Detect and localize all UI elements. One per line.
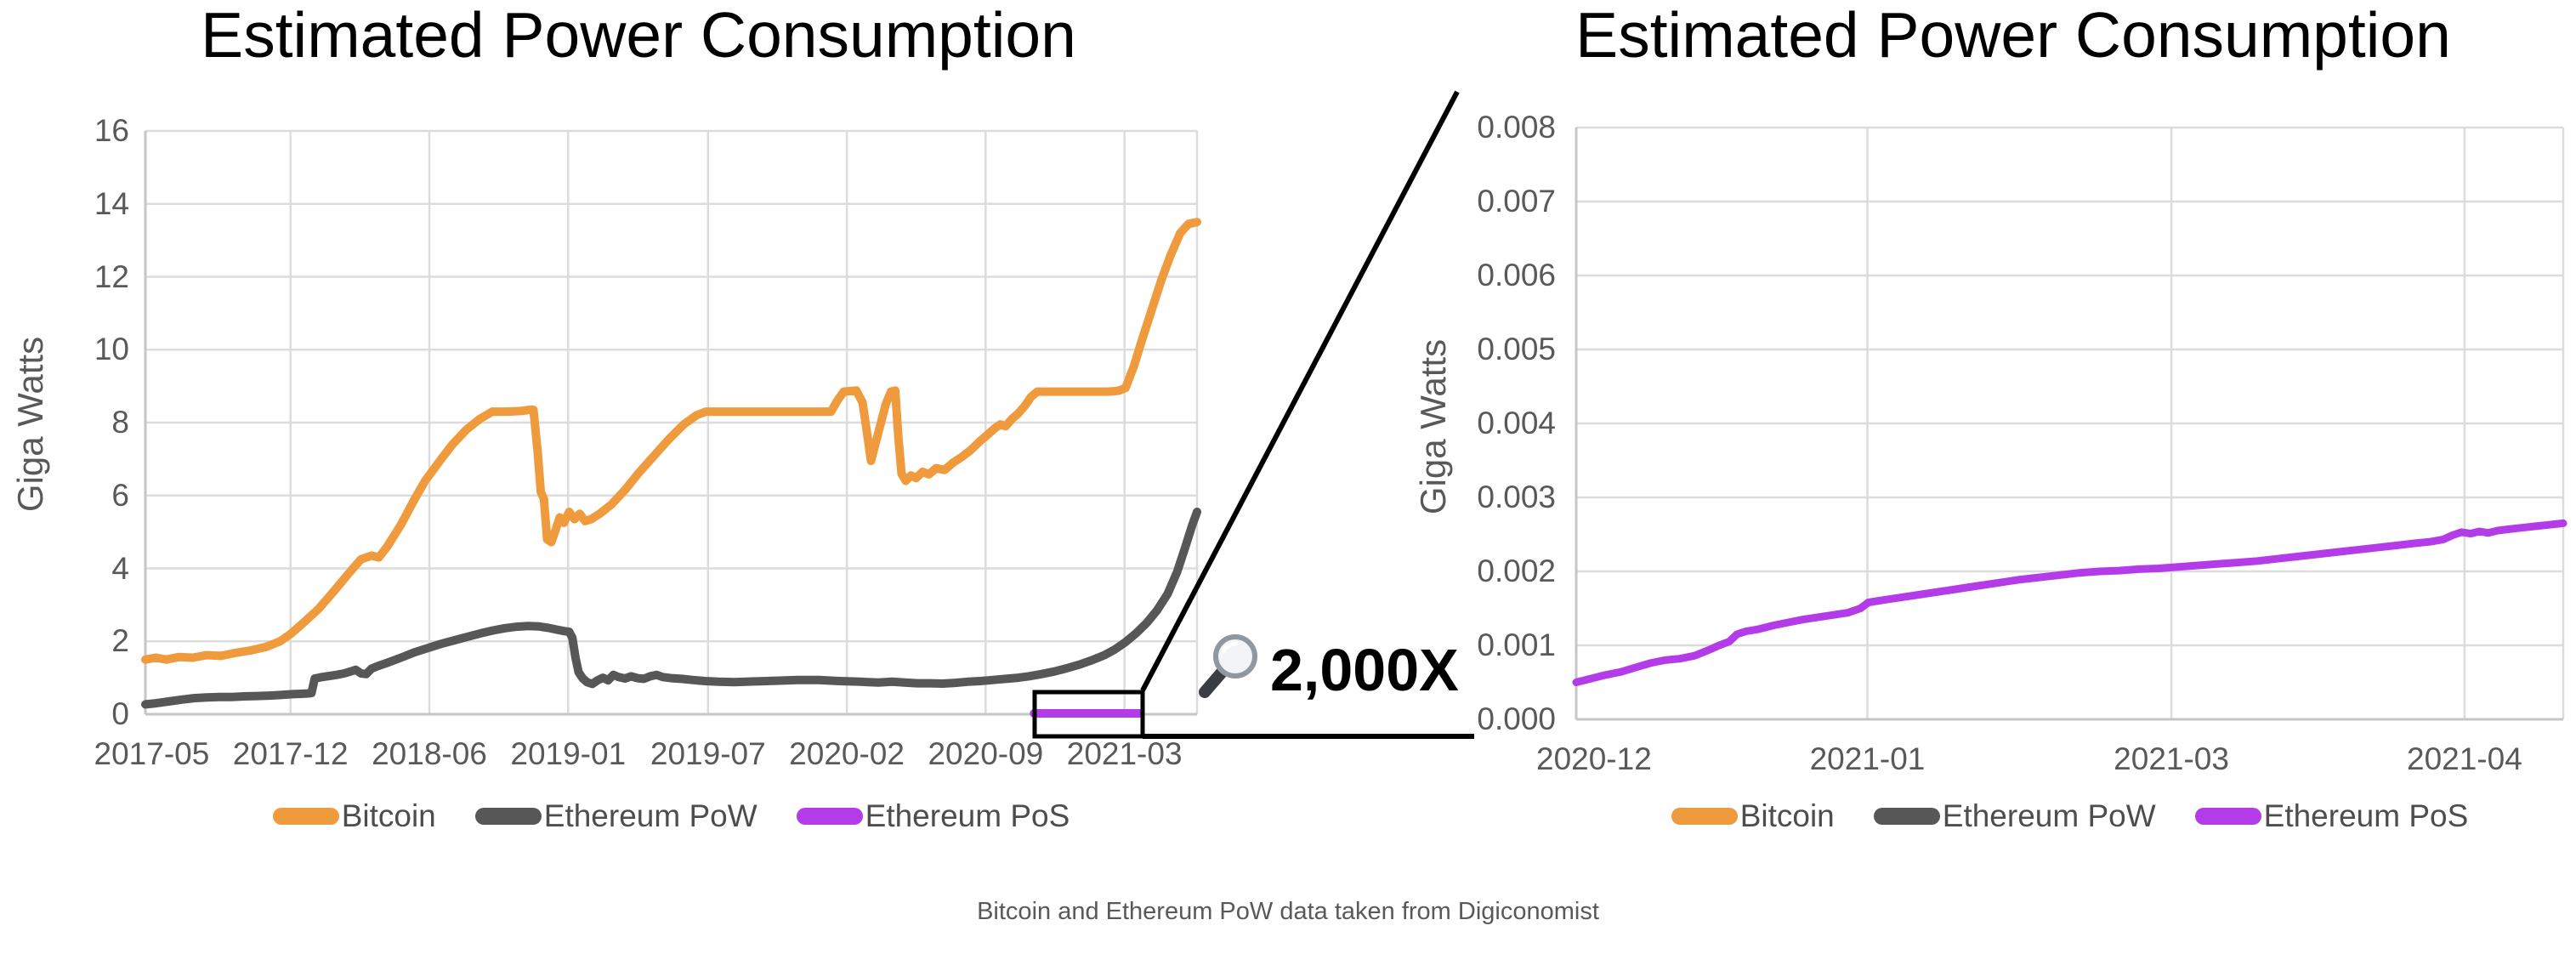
legend-swatch bbox=[796, 808, 863, 825]
y-tick-label: 0.000 bbox=[1477, 701, 1556, 736]
legend-item-ethereum-pow: Ethereum PoW bbox=[1873, 798, 2156, 835]
x-tick-label: 2021-03 bbox=[1066, 736, 1183, 771]
y-tick-label: 10 bbox=[94, 332, 129, 367]
x-tick-label: 2021-04 bbox=[2406, 741, 2522, 776]
legend-item-ethereum-pos: Ethereum PoS bbox=[2194, 798, 2469, 835]
y-tick-label: 0.004 bbox=[1477, 406, 1556, 440]
zoom-factor-label: 2,000X bbox=[1270, 637, 1459, 703]
y-tick-label: 4 bbox=[111, 550, 129, 586]
legend-swatch bbox=[1671, 808, 1738, 825]
legend-swatch bbox=[2194, 808, 2261, 825]
legend-item-bitcoin: Bitcoin bbox=[1671, 798, 1835, 835]
y-tick-label: 12 bbox=[94, 258, 129, 294]
x-tick-label: 2021-01 bbox=[1809, 741, 1926, 776]
legend-label: Ethereum PoS bbox=[2263, 798, 2469, 833]
y-tick-label: 16 bbox=[94, 113, 129, 148]
series-line-ethereum-pos bbox=[1572, 519, 2567, 686]
x-tick-label: 2020-12 bbox=[1535, 741, 1652, 776]
x-tick-label: 2018-06 bbox=[372, 736, 487, 771]
x-tick-label: 2020-02 bbox=[789, 736, 905, 771]
x-tick-label: 2019-07 bbox=[650, 736, 766, 771]
legend-label: Ethereum PoS bbox=[865, 798, 1070, 833]
right-plot-area bbox=[1572, 126, 2567, 721]
y-tick-label: 6 bbox=[111, 477, 129, 513]
legend-item-ethereum-pos: Ethereum PoS bbox=[796, 798, 1070, 835]
y-tick-label: 2 bbox=[111, 623, 129, 659]
y-tick-label: 0.002 bbox=[1477, 554, 1556, 588]
x-tick-label: 2017-05 bbox=[94, 736, 210, 771]
x-tick-label: 2019-01 bbox=[510, 736, 627, 771]
left-chart-title: Estimated Power Consumption bbox=[201, 0, 1076, 71]
y-tick-label: 0.007 bbox=[1477, 184, 1556, 219]
x-tick-label: 2021-03 bbox=[2114, 741, 2229, 776]
y-tick-label: 14 bbox=[94, 185, 129, 221]
legend-swatch bbox=[474, 808, 542, 825]
legend-item-bitcoin: Bitcoin bbox=[272, 798, 436, 835]
y-tick-label: 0.001 bbox=[1477, 627, 1556, 662]
legend-swatch bbox=[1873, 808, 1940, 825]
series-line-ethereum-pow bbox=[141, 508, 1201, 709]
right-chart-title: Estimated Power Consumption bbox=[1575, 0, 2451, 71]
footer-note: Bitcoin and Ethereum PoW data taken from… bbox=[977, 898, 1599, 925]
left-legend: Bitcoin Ethereum PoW Ethereum PoS bbox=[145, 798, 1197, 835]
x-tick-label: 2020-09 bbox=[928, 736, 1044, 771]
series-line-bitcoin bbox=[141, 218, 1201, 664]
x-tick-label: 2017-12 bbox=[232, 736, 349, 771]
y-tick-label: 0.008 bbox=[1477, 110, 1556, 145]
legend-item-ethereum-pow: Ethereum PoW bbox=[474, 798, 757, 835]
y-tick-label: 0.003 bbox=[1477, 480, 1556, 514]
right-legend: Bitcoin Ethereum PoW Ethereum PoS bbox=[1576, 798, 2563, 835]
left-plot-area bbox=[141, 129, 1201, 718]
y-tick-label: 0 bbox=[111, 696, 129, 731]
magnifier-icon bbox=[1199, 634, 1257, 698]
legend-label: Bitcoin bbox=[341, 798, 436, 833]
y-tick-label: 0.005 bbox=[1477, 332, 1556, 366]
legend-swatch bbox=[272, 808, 339, 825]
legend-label: Bitcoin bbox=[1739, 798, 1835, 833]
y-tick-label: 8 bbox=[111, 405, 129, 440]
legend-label: Ethereum PoW bbox=[543, 798, 757, 833]
y-tick-label: 0.006 bbox=[1477, 258, 1556, 292]
legend-label: Ethereum PoW bbox=[1942, 798, 2156, 833]
